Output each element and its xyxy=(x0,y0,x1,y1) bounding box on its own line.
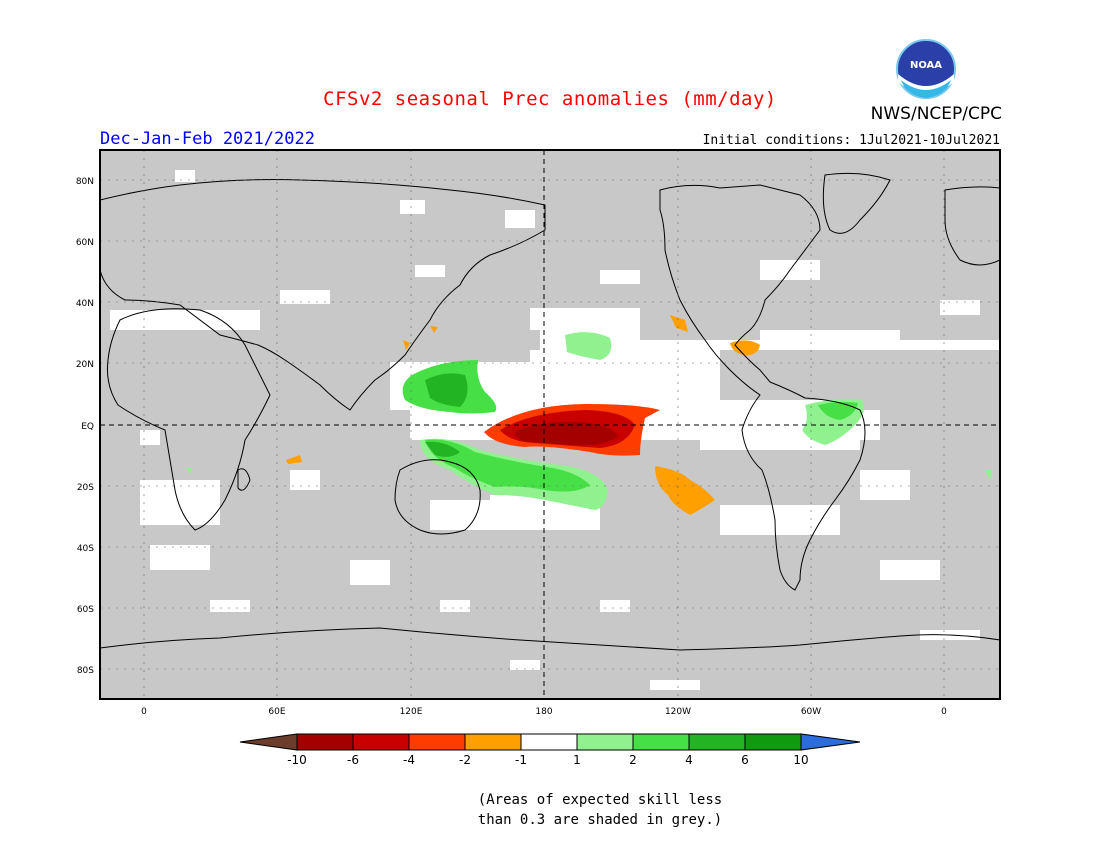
lon-label: 0 xyxy=(141,707,147,717)
initial-conditions-label: Initial conditions: 1Jul2021-10Jul2021 xyxy=(702,133,1000,148)
colorbar-label: -10 xyxy=(287,753,307,767)
white-gaps xyxy=(110,170,980,690)
colorbar-label: -1 xyxy=(515,753,527,767)
colorbar-box xyxy=(632,733,690,751)
colorbar: -10 -6 -4 -2 -1 1 2 4 6 10 xyxy=(239,733,861,767)
philippine-sea-dark-region xyxy=(425,373,468,407)
africa-green-dot xyxy=(186,468,192,474)
map-frame xyxy=(99,149,1001,700)
agency-label: NWS/NCEP/CPC xyxy=(870,104,1002,124)
colorbar-box xyxy=(464,733,522,751)
colorbar-label: 10 xyxy=(793,753,808,767)
lat-label: 20S xyxy=(77,483,94,493)
coastlines xyxy=(100,172,1000,651)
colorbar-box xyxy=(408,733,466,751)
lat-label: 80S xyxy=(77,666,94,676)
colorbar-label: -2 xyxy=(459,753,471,767)
colorbar-box xyxy=(296,733,354,751)
baja-region xyxy=(670,315,688,332)
lon-label: 60W xyxy=(801,707,821,717)
subtropical-pacific-green-region xyxy=(565,332,612,360)
colorbar-label: -4 xyxy=(403,753,415,767)
central-pacific-core-region xyxy=(515,421,618,446)
colorbar-arrow-left xyxy=(239,733,298,751)
colorbar-label: -6 xyxy=(347,753,359,767)
lat-label: 40N xyxy=(76,299,94,309)
maritime-continent-green-region xyxy=(425,439,590,492)
colorbar-box xyxy=(520,733,578,751)
brazil-dark-region xyxy=(818,401,858,420)
south-pacific-orange-region xyxy=(655,466,715,515)
colorbar-box xyxy=(688,733,746,751)
lat-label: 40S xyxy=(77,544,94,554)
longitude-labels: 0 60E 120E 180 120W 60W 0 xyxy=(141,707,947,717)
graticule xyxy=(100,150,1000,699)
lat-label: 60N xyxy=(76,238,94,248)
colorbar-arrow-right xyxy=(800,733,861,751)
lat-label: 20N xyxy=(76,360,94,370)
noaa-logo-text: NOAA xyxy=(910,60,942,71)
lon-label: 60E xyxy=(268,707,285,717)
latitude-labels: 80N 60N 40N 20N EQ 20S 40S 60S 80S xyxy=(76,177,94,676)
colorbar-label: 6 xyxy=(741,753,749,767)
taiwan-orange-region xyxy=(403,340,410,350)
lat-label: EQ xyxy=(81,422,94,432)
lon-label: 120E xyxy=(400,707,423,717)
colorbar-box xyxy=(576,733,634,751)
noaa-logo: NOAA xyxy=(896,39,956,99)
japan-orange-region xyxy=(430,326,438,333)
colorbar-label: 1 xyxy=(573,753,581,767)
gulf-mexico-region xyxy=(730,340,760,356)
colorbar-label: 4 xyxy=(685,753,693,767)
lat-label: 80N xyxy=(76,177,94,187)
lon-label: 0 xyxy=(941,707,947,717)
maritime-continent-dark-region xyxy=(425,441,460,457)
east-africa-green-dot xyxy=(985,470,992,480)
lon-label: 180 xyxy=(535,707,552,717)
chart-title: CFSv2 seasonal Prec anomalies (mm/day) xyxy=(323,88,777,110)
lon-label: 120W xyxy=(665,707,691,717)
reference-lines xyxy=(100,150,1000,699)
indian-ocean-orange-region xyxy=(286,455,302,464)
skill-note-line1: (Areas of expected skill less xyxy=(477,792,723,808)
colorbar-box xyxy=(744,733,802,751)
skill-note-line2: than 0.3 are shaded in grey.) xyxy=(477,812,723,828)
colorbar-box xyxy=(352,733,410,751)
colorbar-label: 2 xyxy=(629,753,637,767)
lat-label: 60S xyxy=(77,605,94,615)
season-label: Dec-Jan-Feb 2021/2022 xyxy=(100,129,315,149)
